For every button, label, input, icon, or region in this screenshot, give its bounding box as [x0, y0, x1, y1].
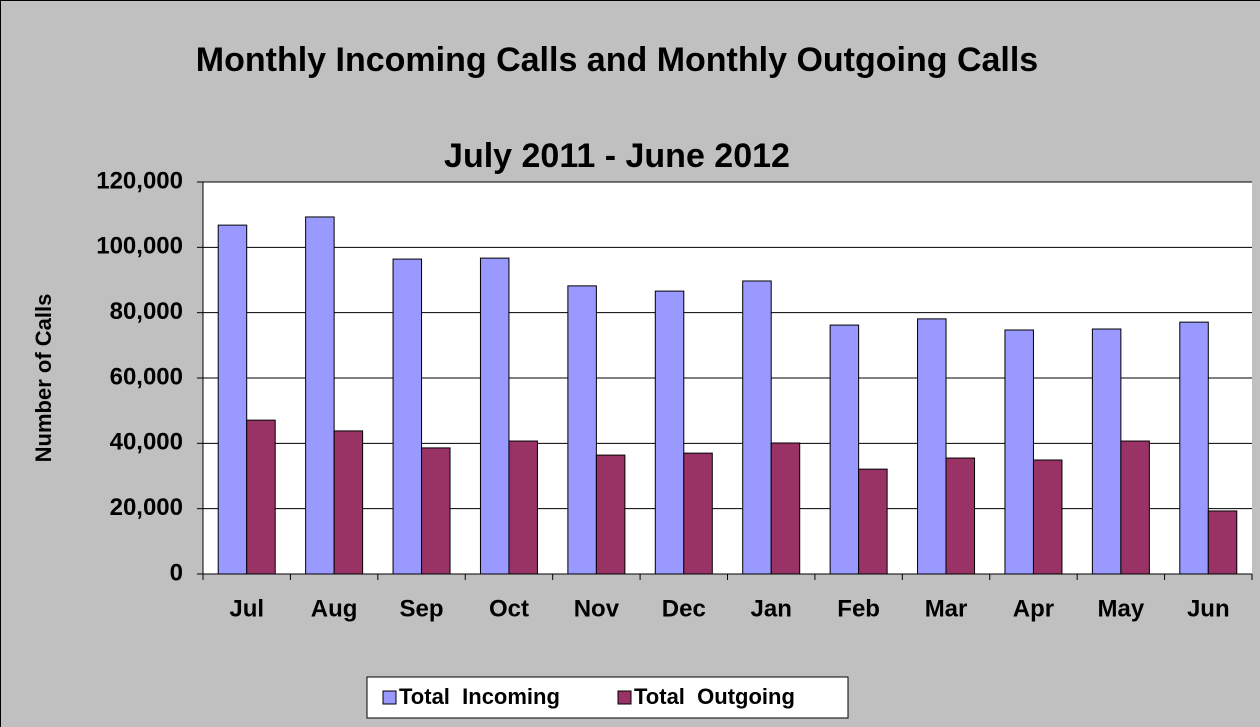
legend-box	[366, 676, 849, 719]
legend-swatch	[382, 690, 397, 705]
y-tick-label: 60,000	[110, 363, 183, 390]
bar	[217, 224, 248, 575]
x-tick-label: Aug	[311, 595, 358, 622]
legend-label: Total Outgoing	[634, 684, 795, 709]
x-tick-label: Jul	[229, 595, 264, 622]
y-tick-label: 100,000	[96, 233, 183, 260]
x-tick-label: Jun	[1187, 595, 1230, 622]
bar	[1032, 459, 1063, 575]
y-tick-label: 80,000	[110, 298, 183, 325]
bar	[1207, 510, 1238, 575]
bar	[246, 419, 276, 575]
x-tick-label: Feb	[837, 595, 880, 622]
y-tick-label: 40,000	[110, 429, 183, 456]
legend-swatch	[617, 690, 632, 705]
legend-label: Total Incoming	[399, 684, 560, 709]
chart-subtitle: July 2011 - June 2012	[444, 137, 790, 175]
y-tick-label: 0	[170, 559, 183, 586]
chart-title: Monthly Incoming Calls and Monthly Outgo…	[195, 41, 1039, 79]
y-tick-label: 120,000	[96, 167, 183, 194]
x-tick-label: Dec	[662, 595, 706, 622]
y-axis-label: Number of Calls	[31, 294, 56, 463]
bar	[829, 324, 860, 575]
bar	[567, 285, 597, 575]
bar	[683, 452, 713, 575]
x-tick-label: Apr	[1013, 595, 1054, 622]
x-tick-label: Oct	[489, 595, 529, 622]
bar	[1179, 321, 1209, 575]
x-tick-label: Nov	[574, 595, 620, 622]
bar	[945, 457, 976, 575]
x-tick-label: Sep	[400, 595, 444, 622]
bar	[508, 440, 538, 575]
bar	[595, 454, 626, 575]
bar	[421, 447, 451, 575]
x-tick-label: May	[1098, 595, 1145, 622]
x-tick-label: Jan	[751, 595, 792, 622]
bar	[654, 290, 685, 575]
bar	[1091, 328, 1122, 575]
bar	[858, 468, 888, 575]
bar	[770, 442, 801, 575]
bar	[1120, 440, 1150, 575]
bar	[742, 280, 772, 575]
bar	[917, 318, 947, 575]
bar	[392, 258, 423, 575]
bar	[333, 430, 364, 575]
x-tick-label: Mar	[925, 595, 968, 622]
y-tick-label: 20,000	[110, 494, 183, 521]
bar	[479, 257, 510, 575]
bar	[305, 216, 335, 575]
bar	[1004, 329, 1034, 575]
